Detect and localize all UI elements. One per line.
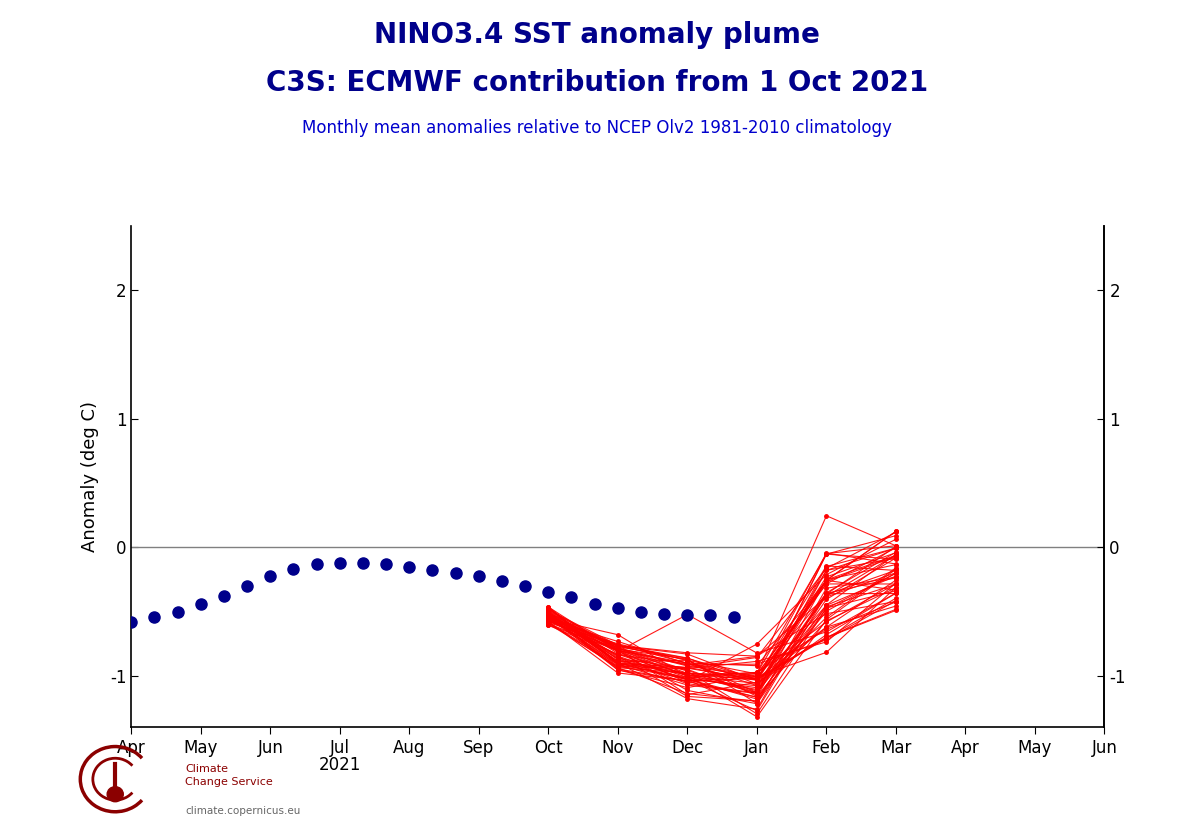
Text: 2021: 2021 <box>319 756 361 773</box>
Text: Monthly mean anomalies relative to NCEP Olv2 1981-2010 climatology: Monthly mean anomalies relative to NCEP … <box>302 119 892 137</box>
Text: climate.copernicus.eu: climate.copernicus.eu <box>185 806 301 816</box>
Text: Climate
Change Service: Climate Change Service <box>185 764 272 788</box>
Y-axis label: Anomaly (deg C): Anomaly (deg C) <box>81 401 99 552</box>
Text: NINO3.4 SST anomaly plume: NINO3.4 SST anomaly plume <box>374 21 820 48</box>
Text: C3S: ECMWF contribution from 1 Oct 2021: C3S: ECMWF contribution from 1 Oct 2021 <box>266 69 928 96</box>
Circle shape <box>107 787 123 802</box>
